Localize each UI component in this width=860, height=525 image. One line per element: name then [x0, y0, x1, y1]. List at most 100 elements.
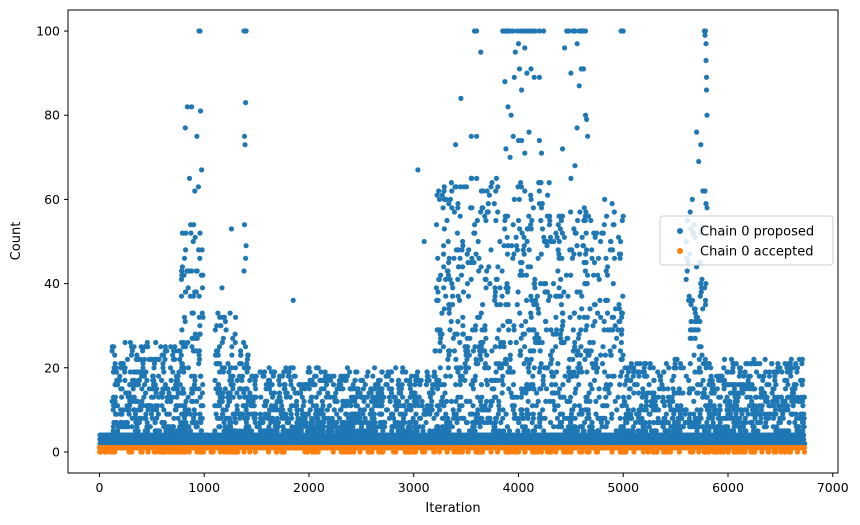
proposed-point	[128, 352, 135, 358]
proposed-point	[189, 344, 195, 350]
proposed-point	[127, 369, 133, 375]
proposed-point	[144, 428, 151, 434]
proposed-point	[164, 394, 170, 400]
proposed-point	[178, 419, 184, 426]
proposed-point	[137, 403, 144, 409]
proposed-point	[173, 386, 179, 392]
proposed-point	[156, 373, 162, 379]
proposed-point	[191, 407, 197, 413]
proposed-point	[189, 268, 195, 274]
proposed-point	[127, 403, 133, 409]
proposed-point	[230, 382, 236, 388]
proposed-point	[146, 386, 152, 392]
proposed-point	[230, 394, 236, 400]
proposed-point	[198, 419, 204, 426]
proposed-point	[146, 403, 152, 409]
proposed-point	[153, 428, 159, 434]
proposed-point	[185, 339, 191, 346]
proposed-point	[199, 310, 205, 316]
proposed-point	[215, 382, 221, 388]
proposed-point	[194, 424, 200, 430]
proposed-point	[168, 344, 174, 350]
proposed-point	[160, 361, 166, 367]
proposed-point	[212, 327, 218, 333]
proposed-point	[120, 361, 126, 367]
proposed-point	[158, 390, 164, 396]
proposed-point	[185, 285, 191, 291]
proposed-point	[225, 361, 231, 367]
proposed-point	[148, 432, 154, 438]
proposed-point	[180, 390, 186, 396]
proposed-point	[194, 398, 200, 404]
proposed-point	[124, 356, 131, 362]
proposed-point	[179, 365, 185, 371]
proposed-point	[217, 323, 224, 329]
proposed-point	[144, 377, 150, 383]
proposed-point	[138, 356, 144, 362]
proposed-point	[212, 428, 218, 434]
proposed-point	[223, 407, 229, 413]
proposed-point	[118, 407, 124, 413]
proposed-point	[196, 352, 202, 358]
proposed-point	[188, 230, 194, 236]
proposed-point	[234, 390, 240, 396]
proposed-point	[227, 310, 233, 316]
proposed-point	[227, 377, 233, 383]
proposed-point	[109, 344, 115, 350]
proposed-point	[199, 285, 206, 291]
proposed-point	[196, 293, 202, 299]
proposed-point	[184, 268, 190, 274]
proposed-point	[197, 331, 203, 337]
proposed-point	[125, 424, 131, 430]
proposed-point	[136, 369, 142, 375]
proposed-point	[232, 365, 239, 371]
proposed-point	[159, 377, 165, 383]
proposed-point	[129, 415, 135, 421]
proposed-point	[194, 436, 200, 442]
proposed-point	[242, 344, 249, 350]
proposed-point	[119, 386, 125, 392]
proposed-point	[153, 339, 159, 346]
proposed-point	[162, 344, 168, 350]
proposed-point	[159, 352, 165, 358]
proposed-point	[219, 398, 225, 404]
proposed-point	[161, 407, 167, 413]
proposed-point	[215, 310, 221, 316]
proposed-point	[238, 348, 244, 354]
proposed-point	[119, 394, 125, 400]
proposed-point	[172, 348, 178, 354]
proposed-point	[110, 407, 116, 413]
proposed-point	[236, 373, 243, 379]
proposed-point	[122, 339, 128, 346]
proposed-point	[240, 411, 246, 417]
proposed-point	[128, 394, 134, 400]
proposed-point	[188, 373, 195, 379]
proposed-point	[185, 365, 191, 371]
proposed-point	[126, 411, 132, 417]
proposed-point	[123, 390, 129, 396]
proposed-point	[237, 415, 243, 421]
proposed-point	[112, 361, 118, 367]
proposed-point	[213, 361, 219, 367]
proposed-point	[158, 344, 164, 350]
proposed-point	[114, 428, 120, 434]
proposed-point	[225, 390, 231, 396]
proposed-point	[217, 369, 223, 375]
proposed-point	[231, 428, 237, 434]
proposed-point	[178, 339, 184, 346]
proposed-point	[122, 377, 128, 383]
proposed-point	[141, 394, 147, 400]
proposed-point	[219, 339, 225, 346]
proposed-point	[214, 403, 220, 409]
proposed-point	[225, 428, 231, 434]
proposed-point	[200, 403, 206, 409]
proposed-point	[179, 436, 185, 442]
proposed-point	[184, 424, 190, 430]
proposed-point	[227, 398, 233, 404]
proposed-point	[193, 268, 199, 274]
proposed-point	[197, 255, 203, 261]
proposed-point	[200, 382, 206, 388]
proposed-point	[226, 369, 232, 375]
proposed-point	[179, 230, 185, 236]
